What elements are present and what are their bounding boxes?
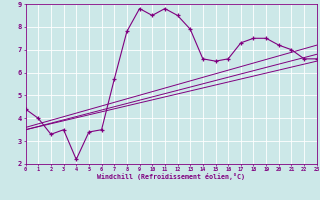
X-axis label: Windchill (Refroidissement éolien,°C): Windchill (Refroidissement éolien,°C)	[97, 173, 245, 180]
